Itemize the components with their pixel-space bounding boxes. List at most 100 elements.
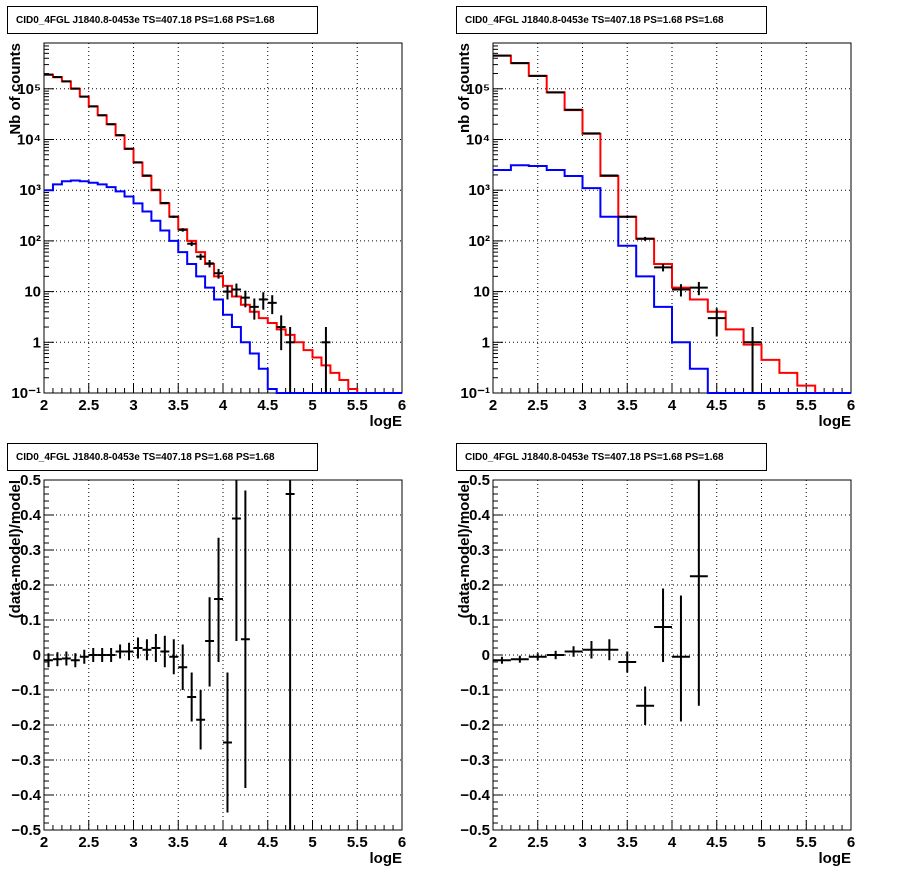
data-point bbox=[142, 639, 152, 661]
y-axis-label: (data-model)/model bbox=[7, 480, 24, 618]
data-point bbox=[214, 268, 223, 279]
x-tick-label: 5 bbox=[308, 834, 316, 851]
y-tick-label: 1 bbox=[33, 334, 41, 351]
chart-svg-counts-right: 2 2.5 3 3.5 4 4.5 5 5.5 6 10⁻¹ 1 10 10² 10³ 10⁴ 10⁵ logE… bbox=[456, 42, 855, 430]
data-point bbox=[205, 597, 215, 687]
series-line bbox=[493, 164, 851, 394]
y-tick-label: −0.1 bbox=[460, 682, 490, 699]
y-tick-label: 10³ bbox=[468, 182, 490, 199]
data-point bbox=[178, 228, 188, 232]
data-point bbox=[205, 259, 215, 268]
data-point bbox=[582, 132, 601, 135]
x-tick-label: 2 bbox=[489, 834, 497, 851]
x-tick-label: 5.5 bbox=[347, 397, 368, 414]
x-axis-label: logE bbox=[819, 850, 852, 867]
data-point bbox=[707, 308, 726, 337]
data-point bbox=[151, 188, 161, 191]
data-point bbox=[133, 161, 143, 164]
data-point bbox=[636, 236, 655, 241]
data-point bbox=[582, 641, 601, 659]
x-tick-label: 5.5 bbox=[347, 834, 368, 851]
chart-title: CID0_4FGL J1840.8-0453e TS=407.18 PS=1.6… bbox=[456, 6, 767, 34]
data-point bbox=[493, 656, 511, 664]
chart-svg-residuals-left: 2 2.5 3 3.5 4 4.5 5 5.5 6 −0.5 −0.4 −0.3 −0.2 −0.1 0 0.… bbox=[7, 472, 406, 867]
y-axis-ticks bbox=[44, 42, 54, 394]
chart-panel-residuals-right: 2 2.5 3 3.5 4 4.5 5 5.5 6 −0.5 −0.4 −0.3 −0.2 −0.1 0 0.… bbox=[449, 437, 898, 875]
x-axis-ticks bbox=[43, 383, 403, 393]
y-tick-label: −0.5 bbox=[11, 822, 41, 839]
data-point bbox=[169, 215, 179, 218]
data-point bbox=[743, 327, 762, 393]
x-tick-label: 4.5 bbox=[706, 397, 727, 414]
y-tick-label: 10³ bbox=[19, 182, 41, 199]
y-tick-label: 0.1 bbox=[20, 612, 41, 629]
data-point bbox=[564, 646, 583, 657]
data-point bbox=[169, 639, 179, 675]
chart-title: CID0_4FGL J1840.8-0453e TS=407.18 PS=1.6… bbox=[7, 6, 318, 34]
x-tick-label: 4 bbox=[668, 834, 677, 851]
data-point bbox=[546, 650, 565, 660]
data-point bbox=[276, 315, 286, 351]
x-tick-label: 4.5 bbox=[257, 397, 278, 414]
y-tick-label: −0.4 bbox=[460, 787, 490, 804]
data-point bbox=[240, 290, 250, 308]
data-point bbox=[115, 134, 125, 137]
data-point bbox=[321, 327, 331, 393]
data-point bbox=[223, 672, 232, 813]
x-tick-label: 6 bbox=[847, 397, 855, 414]
data-point bbox=[196, 690, 206, 750]
data-point bbox=[106, 648, 116, 662]
y-tick-label: 0.1 bbox=[469, 612, 490, 629]
x-axis-label: logE bbox=[819, 413, 852, 430]
data-point bbox=[618, 651, 637, 673]
data-point bbox=[61, 651, 71, 666]
y-tick-label: 10 bbox=[473, 284, 490, 301]
y-axis-ticks bbox=[493, 42, 503, 394]
data-point bbox=[178, 644, 188, 690]
y-tick-label: 0.3 bbox=[469, 542, 490, 559]
x-tick-label: 5.5 bbox=[796, 397, 817, 414]
x-tick-label: 6 bbox=[398, 834, 406, 851]
y-axis-label: (data-model)/model bbox=[456, 480, 473, 618]
data-point bbox=[672, 284, 690, 297]
x-tick-label: 3 bbox=[578, 397, 586, 414]
x-tick-label: 5 bbox=[757, 834, 765, 851]
x-tick-label: 2.5 bbox=[527, 397, 548, 414]
data-point bbox=[654, 264, 672, 272]
y-tick-label: −0.2 bbox=[11, 717, 41, 734]
y-tick-label: 0.5 bbox=[20, 472, 41, 489]
y-tick-label: 0 bbox=[33, 647, 41, 664]
data-points bbox=[44, 480, 295, 830]
data-point bbox=[187, 672, 197, 722]
y-tick-label: −0.1 bbox=[11, 682, 41, 699]
x-tick-label: 2.5 bbox=[527, 834, 548, 851]
x-tick-label: 4.5 bbox=[706, 834, 727, 851]
x-tick-label: 3 bbox=[129, 834, 137, 851]
data-point bbox=[115, 644, 125, 659]
data-point bbox=[618, 215, 637, 218]
chart-panel-counts-right: 2 2.5 3 3.5 4 4.5 5 5.5 6 10⁻¹ 1 10 10² 10³ 10⁴ 10⁵ logE… bbox=[449, 0, 898, 437]
y-tick-label: −0.3 bbox=[460, 752, 490, 769]
y-tick-label: 0 bbox=[482, 647, 490, 664]
y-tick-label: 10⁻¹ bbox=[11, 385, 41, 402]
x-tick-label: 5.5 bbox=[796, 834, 817, 851]
chart-title: CID0_4FGL J1840.8-0453e TS=407.18 PS=1.6… bbox=[7, 443, 318, 471]
series-line bbox=[44, 73, 402, 394]
y-tick-label: −0.5 bbox=[460, 822, 490, 839]
x-axis-ticks bbox=[43, 820, 403, 830]
y-axis-label: Nb of counts bbox=[7, 43, 24, 135]
x-tick-label: 2.5 bbox=[78, 397, 99, 414]
data-point bbox=[142, 174, 152, 177]
x-tick-label: 3.5 bbox=[617, 834, 638, 851]
y-tick-label: −0.3 bbox=[11, 752, 41, 769]
x-tick-label: 5 bbox=[757, 397, 765, 414]
y-tick-label: 10 bbox=[24, 284, 41, 301]
data-point bbox=[160, 201, 170, 204]
y-tick-label: 0.4 bbox=[20, 507, 42, 524]
y-tick-label: 0.5 bbox=[469, 472, 490, 489]
y-tick-label: 10² bbox=[19, 233, 41, 250]
y-tick-label: −0.2 bbox=[460, 717, 490, 734]
data-point bbox=[231, 283, 241, 298]
x-tick-label: 3 bbox=[578, 834, 586, 851]
data-point bbox=[249, 298, 259, 320]
